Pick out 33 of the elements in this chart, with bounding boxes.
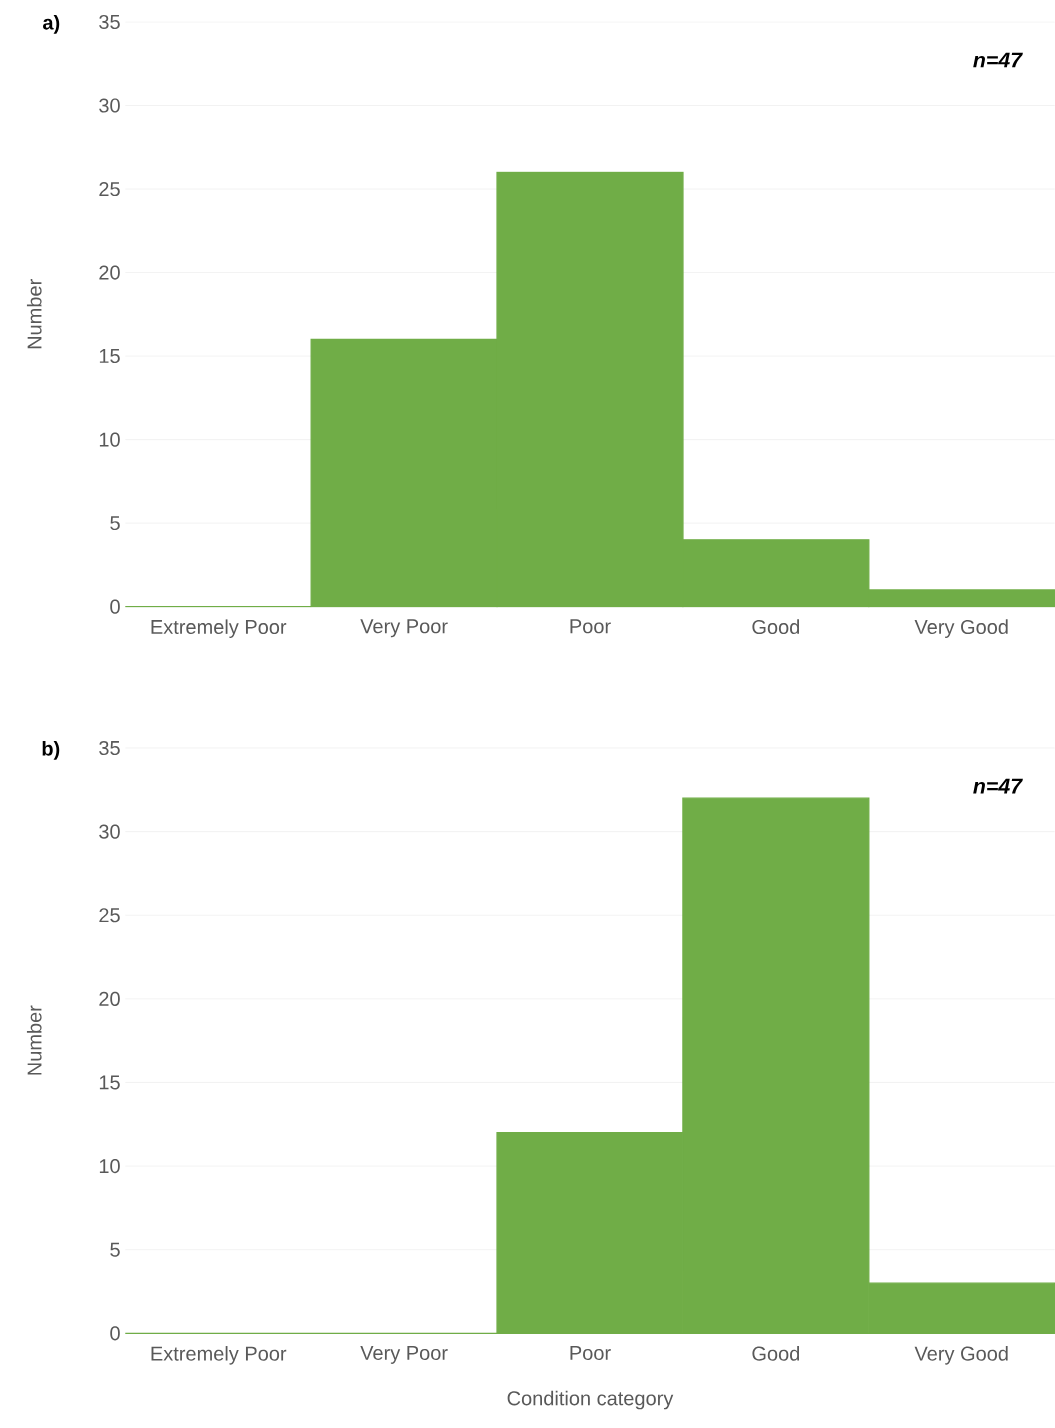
x-tick-label: Very Poor [360,619,448,638]
y-tick-label: 20 [99,991,120,1006]
annotation: n=47 [973,778,1023,794]
annotation: n=47 [973,52,1023,68]
y-axis-title: Number [26,1005,42,1075]
x-tick-label: Extremely Poor [151,1346,287,1365]
y-axis-title: Number [26,279,42,349]
y-tick-label: 35 [99,14,120,30]
chart-title: a) [43,15,60,34]
x-axis-title: Condition category [507,1390,674,1410]
x-tick-label: Very Poor [360,1346,448,1364]
x-tick-label: Extremely Poor [151,619,287,638]
x-tick-label: Poor [570,619,611,634]
y-tick-label: 0 [110,1326,120,1341]
y-tick-label: 30 [99,824,120,839]
y-tick-label: 0 [110,599,120,614]
y-tick-label: 20 [99,265,120,280]
y-tick-label: 30 [99,98,120,113]
y-tick-label: 35 [99,740,120,756]
x-tick-label: Very Good [914,619,1008,638]
y-tick-label: 15 [99,1075,120,1090]
y-tick-label: 5 [110,516,120,531]
y-tick-label: 5 [110,1242,120,1257]
y-tick-label: 25 [99,908,120,923]
y-tick-label: 25 [99,181,120,197]
y-tick-label: 15 [99,349,120,364]
y-tick-label: 10 [99,432,120,447]
y-tick-label: 10 [99,1159,120,1174]
x-tick-label: Good [752,1346,800,1361]
x-tick-label: Poor [570,1346,611,1360]
x-tick-label: Very Good [914,1346,1008,1365]
x-tick-label: Good [752,619,800,635]
chart-title: b) [42,741,60,760]
